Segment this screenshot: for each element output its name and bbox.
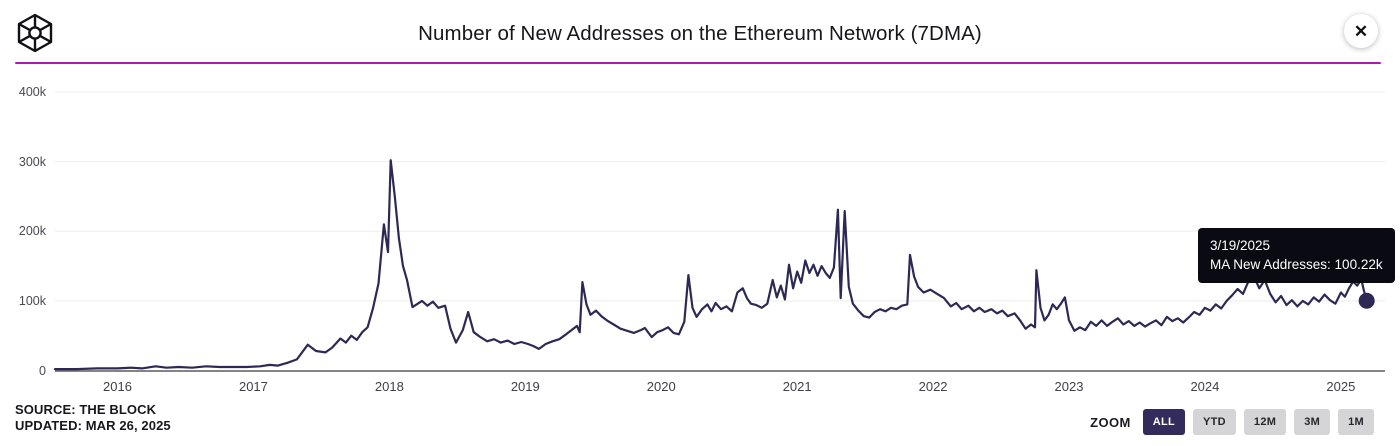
x-axis-tick-label: 2019 xyxy=(510,379,540,394)
x-axis-tick-label: 2022 xyxy=(918,379,948,394)
zoom-range-button-all[interactable]: ALL xyxy=(1142,409,1185,435)
x-axis-tick-label: 2024 xyxy=(1190,379,1220,394)
x-axis-tick-label: 2017 xyxy=(238,379,268,394)
y-axis-tick-label: 100k xyxy=(18,293,46,308)
source-block: SOURCE: THE BLOCK UPDATED: MAR 26, 2025 xyxy=(15,402,171,433)
close-button[interactable]: ✕ xyxy=(1344,14,1378,48)
updated-text: UPDATED: MAR 26, 2025 xyxy=(15,417,171,433)
zoom-controls: ZOOM ALL YTD 12M 3M 1M xyxy=(1090,409,1374,435)
the-block-logo[interactable] xyxy=(15,12,55,54)
chart-title: Number of New Addresses on the Ethereum … xyxy=(418,22,982,45)
zoom-range-button-1m[interactable]: 1M xyxy=(1338,409,1374,435)
zoom-label: ZOOM xyxy=(1090,414,1131,430)
y-axis-tick-label: 300k xyxy=(18,154,46,169)
x-axis-tick-label: 2025 xyxy=(1326,379,1356,394)
hovered-point-marker[interactable] xyxy=(1358,292,1375,309)
header-divider xyxy=(15,62,1381,64)
chart-tooltip: 3/19/2025 MA New Addresses: 100.22k xyxy=(1198,228,1395,283)
tooltip-date: 3/19/2025 xyxy=(1210,238,1271,253)
zoom-range-button-ytd[interactable]: YTD xyxy=(1193,409,1236,435)
y-axis-tick-label: 0 xyxy=(39,363,46,378)
series-line[interactable] xyxy=(53,159,1368,371)
x-axis-tick-label: 2020 xyxy=(646,379,676,394)
x-axis-tick-label: 2023 xyxy=(1054,379,1084,394)
y-axis-tick-label: 200k xyxy=(18,224,46,239)
zoom-range-button-12m[interactable]: 12M xyxy=(1243,409,1287,435)
x-axis-tick-label: 2021 xyxy=(782,379,812,394)
zoom-range-button-3m[interactable]: 3M xyxy=(1294,409,1331,435)
source-text: SOURCE: THE BLOCK xyxy=(15,402,157,417)
x-axis-tick-label: 2016 xyxy=(103,379,132,394)
the-block-logo-icon xyxy=(17,13,53,53)
y-axis-tick-label: 400k xyxy=(18,85,46,99)
x-axis-tick-label: 2018 xyxy=(374,379,404,394)
close-icon: ✕ xyxy=(1353,21,1369,41)
tooltip-value: MA New Addresses: 100.22k xyxy=(1210,257,1383,272)
zoom-button-group: ALL YTD 12M 3M 1M xyxy=(1142,409,1374,435)
